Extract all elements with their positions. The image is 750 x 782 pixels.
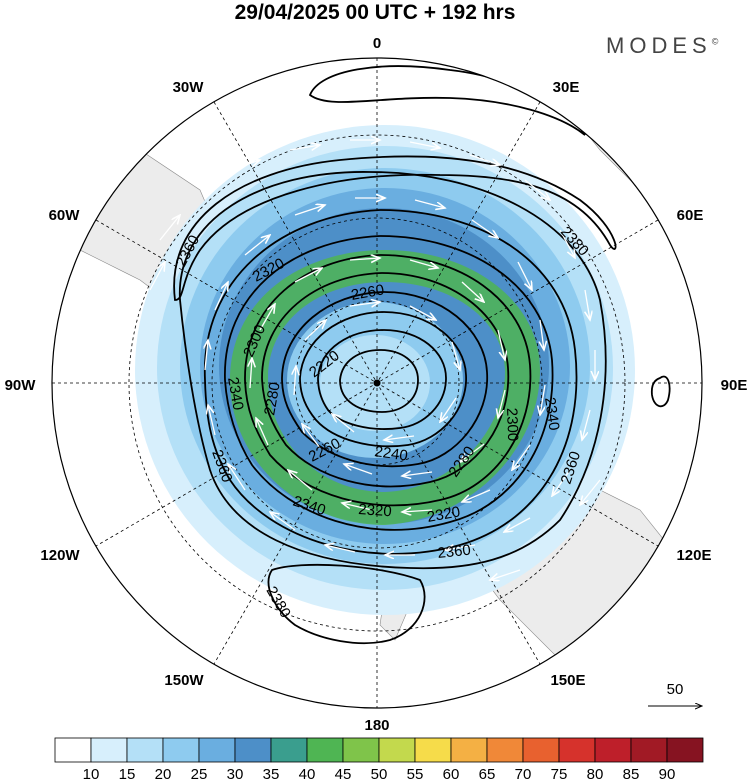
colorbar-swatch: [234, 737, 272, 763]
contour-label: 2260: [350, 281, 386, 304]
colorbar-tick-label: 35: [263, 766, 280, 782]
colorbar-tick-label: 45: [335, 766, 352, 782]
colorbar: 10 15 20 25 30 35 40 45 50 55 60 65 70 75 80 85 90: [54, 737, 704, 782]
contour-label: 2340: [541, 396, 562, 431]
colorbar-tick-label: 70: [515, 766, 532, 782]
colorbar-swatch: [450, 737, 488, 763]
colorbar-swatch: [54, 737, 92, 763]
colorbar-tick-label: 85: [623, 766, 640, 782]
contour-label: 2320: [358, 501, 392, 520]
colorbar-swatch: [486, 737, 524, 763]
colorbar-tick-label: 40: [299, 766, 316, 782]
lon-label-60w: 60W: [49, 207, 81, 224]
colorbar-swatch: [126, 737, 164, 763]
colorbar-swatch: [414, 737, 452, 763]
colorbar-tick-label: 50: [371, 766, 388, 782]
reference-vector: 50: [648, 681, 702, 706]
colorbar-swatch: [198, 737, 236, 763]
contour-label: 2300: [503, 408, 521, 442]
lon-label-150w: 150W: [164, 672, 204, 689]
colorbar-tick-label: 55: [407, 766, 424, 782]
contour-label: 2320: [426, 503, 462, 526]
colorbar-swatch: [522, 737, 560, 763]
colorbar-tick-label: 80: [587, 766, 604, 782]
pole-marker: [373, 379, 381, 387]
lon-label-120w: 120W: [40, 547, 80, 564]
brand-logo: MODES©: [606, 33, 718, 59]
colorbar-swatch: [342, 737, 380, 763]
contour-label: 2360: [437, 542, 472, 562]
colorbar-swatch: [90, 737, 128, 763]
colorbar-swatch: [558, 737, 596, 763]
contour-label: 2240: [373, 443, 408, 464]
colorbar-swatch: [594, 737, 632, 763]
lon-label-90e: 90E: [721, 377, 748, 394]
colorbar-swatch: [162, 737, 200, 763]
lon-label-30w: 30W: [173, 79, 205, 96]
lon-label-180: 180: [364, 717, 389, 734]
colorbar-tick-label: 60: [443, 766, 460, 782]
colorbar-swatch: [666, 737, 704, 763]
contour-label: 2340: [224, 376, 247, 412]
lon-label-60e: 60E: [677, 207, 704, 224]
contour-label-group: 2360 2380 2320 2260 2300 2340 2220 2280 …: [173, 223, 592, 621]
colorbar-swatch: [306, 737, 344, 763]
colorbar-tick-label: 90: [659, 766, 676, 782]
colorbar-tick-label: 75: [551, 766, 568, 782]
colorbar-swatch: [630, 737, 668, 763]
wind-vectors: [149, 140, 601, 580]
colorbar-tick-label: 65: [479, 766, 496, 782]
colorbar-tick-label: 20: [155, 766, 172, 782]
colorbar-swatch: [270, 737, 308, 763]
lon-label-0: 0: [373, 35, 381, 52]
colorbar-swatch: [378, 737, 416, 763]
colorbar-tick-label: 10: [83, 766, 100, 782]
lon-label-120e: 120E: [676, 547, 711, 564]
height-contours: [173, 65, 671, 645]
map-title: 29/04/2025 00 UTC + 192 hrs: [234, 1, 516, 24]
contour-label: 2280: [261, 381, 284, 417]
map-disc: [52, 58, 702, 708]
lon-label-150e: 150E: [550, 672, 585, 689]
brand-name: MODES: [606, 33, 712, 58]
colorbar-tick-label: 25: [191, 766, 208, 782]
lon-label-30e: 30E: [553, 79, 580, 96]
longitude-labels: 0 30E 60E 90E 120E 150E 180 150W 120W 90…: [5, 35, 748, 734]
map-boundary: [51, 57, 703, 709]
colorbar-tick-label: 15: [119, 766, 136, 782]
reference-vector-label: 50: [667, 681, 684, 698]
lon-label-90w: 90W: [5, 377, 37, 394]
colorbar-tick-label: 30: [227, 766, 244, 782]
brand-mark: ©: [711, 36, 719, 47]
